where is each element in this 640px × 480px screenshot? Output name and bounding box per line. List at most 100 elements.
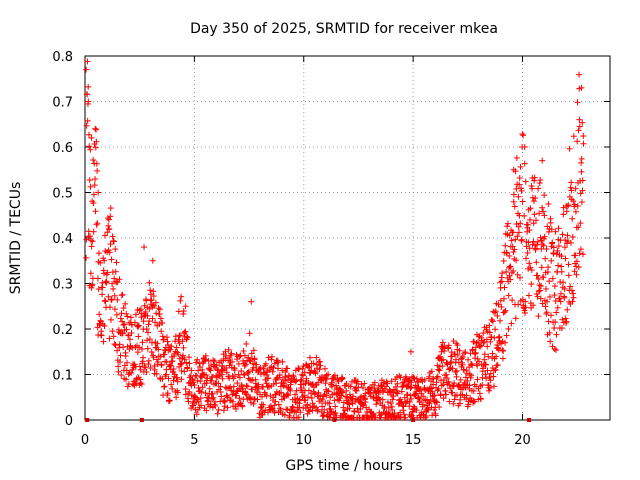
data-point — [355, 384, 362, 391]
data-point — [120, 305, 127, 312]
data-point — [518, 236, 525, 243]
data-point — [93, 126, 100, 133]
data-point — [362, 399, 369, 406]
data-point — [470, 397, 477, 404]
data-point — [573, 263, 580, 270]
data-point — [431, 392, 438, 399]
x-tick-label: 15 — [405, 433, 422, 448]
data-point — [546, 293, 553, 300]
data-point — [180, 344, 187, 351]
data-point — [128, 329, 135, 336]
data-point — [182, 386, 189, 393]
data-point — [437, 392, 444, 399]
data-point — [491, 309, 498, 316]
data-point — [188, 367, 195, 374]
data-point — [99, 284, 106, 291]
data-point — [389, 396, 396, 403]
data-point — [150, 354, 157, 361]
data-point — [159, 375, 166, 382]
data-point — [567, 184, 574, 191]
data-point — [537, 177, 544, 184]
data-point — [150, 288, 157, 295]
data-point — [143, 325, 150, 332]
data-point — [443, 371, 450, 378]
data-point — [537, 295, 544, 302]
data-point — [557, 298, 564, 305]
data-point — [568, 287, 575, 294]
data-point — [241, 362, 248, 369]
data-point — [329, 383, 336, 390]
data-point — [500, 347, 507, 354]
data-point — [512, 236, 519, 243]
data-point — [243, 391, 250, 398]
data-point — [534, 272, 541, 279]
data-point — [241, 352, 248, 359]
data-point — [565, 261, 572, 268]
data-point — [254, 396, 261, 403]
data-point — [210, 381, 217, 388]
data-point — [435, 354, 442, 361]
data-point — [470, 387, 477, 394]
data-point — [205, 357, 212, 364]
data-point — [479, 374, 486, 381]
data-point — [474, 355, 481, 362]
data-point — [531, 174, 538, 181]
data-point — [172, 338, 179, 345]
data-point — [196, 387, 203, 394]
data-point — [440, 376, 447, 383]
gap-markers — [85, 418, 532, 422]
data-point — [557, 290, 564, 297]
data-point — [415, 394, 422, 401]
data-point — [440, 395, 447, 402]
data-point — [544, 298, 551, 305]
data-point — [306, 363, 313, 370]
data-point — [105, 293, 112, 300]
data-point — [105, 222, 112, 229]
data-point — [576, 123, 583, 130]
data-point — [579, 187, 586, 194]
data-point — [454, 341, 461, 348]
data-point — [183, 359, 190, 366]
data-point — [160, 336, 167, 343]
data-point — [401, 379, 408, 386]
data-point — [153, 356, 160, 363]
data-point — [354, 378, 361, 385]
data-point — [510, 191, 517, 198]
data-point — [168, 343, 175, 350]
data-point — [207, 367, 214, 374]
data-point — [323, 392, 330, 399]
data-point — [181, 368, 188, 375]
data-point — [265, 375, 272, 382]
data-point — [113, 311, 120, 318]
data-point — [546, 278, 553, 285]
data-point — [94, 220, 101, 227]
data-point — [92, 208, 99, 215]
data-point — [479, 381, 486, 388]
data-point — [310, 360, 317, 367]
data-point — [485, 353, 492, 360]
data-point — [123, 310, 130, 317]
data-point — [273, 380, 280, 387]
data-point — [115, 326, 122, 333]
data-point — [138, 314, 145, 321]
y-tick-label: 0.4 — [52, 232, 73, 247]
data-point — [92, 144, 99, 151]
data-point — [456, 347, 463, 354]
data-point — [402, 414, 409, 421]
data-point — [397, 414, 404, 421]
data-point — [109, 280, 116, 287]
data-point — [578, 155, 585, 162]
data-point — [490, 308, 497, 315]
data-point — [161, 351, 168, 358]
data-point — [281, 412, 288, 419]
gap-marker — [411, 418, 416, 422]
data-point — [270, 364, 277, 371]
data-point — [562, 255, 569, 262]
data-point — [249, 386, 256, 393]
data-point — [531, 211, 538, 218]
data-point — [538, 245, 545, 252]
data-point — [251, 395, 258, 402]
data-point — [518, 237, 525, 244]
data-point — [573, 271, 580, 278]
data-point — [430, 375, 437, 382]
